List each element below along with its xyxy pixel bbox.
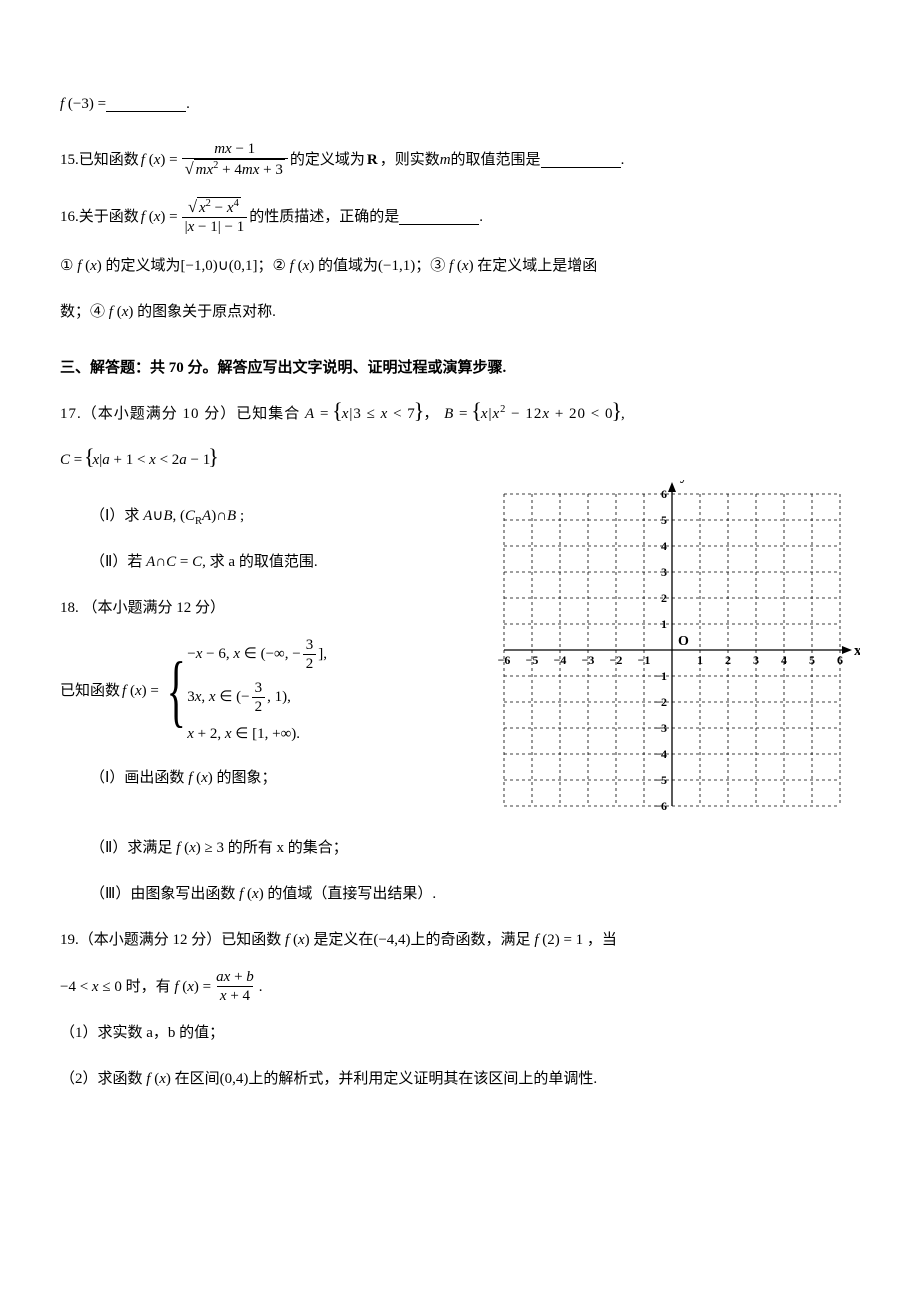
svg-text:5: 5: [661, 513, 667, 527]
q16-lhs: f (x) =: [141, 199, 178, 235]
svg-text:5: 5: [809, 653, 815, 667]
q17-sub1: （Ⅰ）求 A∪B, (CRA)∩B ;: [60, 498, 474, 534]
svg-text:−2: −2: [654, 695, 667, 709]
q19-line2-tail: .: [259, 969, 263, 1005]
q16-sqrt: x2 − x4: [188, 197, 241, 217]
q15-lhs: f (x) =: [141, 142, 178, 178]
q16-opts-2: 数；④ f (x) 的图象关于原点对称.: [60, 294, 860, 330]
q15-R: R: [367, 142, 378, 178]
q18-sub3: （Ⅲ）由图象写出函数 f (x) 的值域（直接写出结果）.: [60, 876, 860, 912]
svg-text:6: 6: [837, 653, 843, 667]
svg-text:−4: −4: [654, 747, 667, 761]
q15-blank: [541, 152, 621, 168]
q15-tail: .: [621, 142, 625, 178]
q19-frac: ax + b x + 4: [213, 968, 257, 1005]
svg-text:4: 4: [661, 539, 667, 553]
q17-q18-row: （Ⅰ）求 A∪B, (CRA)∩B ; （Ⅱ）若 A∩C = C, 求 a 的取…: [60, 488, 860, 820]
q14-dot: .: [186, 86, 190, 122]
q18-prefix: 已知函数: [60, 682, 120, 700]
q19-num: ax + b: [213, 968, 257, 986]
q18-pw-rows: −x − 6, x ∈ (−∞, −32], 3x, x ∈ (−32, 1),…: [187, 636, 327, 746]
q15-sqrt: mx2 + 4mx + 3: [185, 159, 285, 179]
q18-piecewise: { −x − 6, x ∈ (−∞, −32], 3x, x ∈ (−32, 1…: [161, 636, 327, 746]
q17-sub2: （Ⅱ）若 A∩C = C, 求 a 的取值范围.: [60, 544, 474, 580]
q16-blank: [399, 209, 479, 225]
q14-tail: f (−3) = .: [60, 86, 860, 122]
q16-mid: 的性质描述，正确的是: [249, 199, 399, 235]
svg-text:y: y: [680, 480, 688, 484]
q14-blank: [106, 96, 186, 112]
svg-text:−3: −3: [582, 653, 595, 667]
q18-sub1: （Ⅰ）画出函数 f (x) 的图象；: [60, 760, 474, 796]
piecewise-brace-icon: {: [166, 659, 185, 723]
svg-text:−6: −6: [498, 653, 511, 667]
q19-line2-prefix: −4 < x ≤ 0 时，有 f (x) =: [60, 969, 211, 1005]
svg-text:3: 3: [753, 653, 759, 667]
q16-opts-1: ① f (x) 的定义域为[−1,0)∪(0,1]；② f (x) 的值域为(−…: [60, 248, 860, 284]
q19-sub2: （2）求函数 f (x) 在区间(0,4)上的解析式，并利用定义证明其在该区间上…: [60, 1061, 860, 1097]
svg-text:−1: −1: [638, 653, 651, 667]
q16-tail: .: [479, 199, 483, 235]
svg-text:3: 3: [661, 565, 667, 579]
q16-frac: x2 − x4 |x − 1| − 1: [182, 197, 248, 236]
svg-text:x: x: [854, 643, 860, 659]
svg-text:−6: −6: [654, 799, 667, 813]
svg-text:1: 1: [661, 617, 667, 631]
q18-sub2: （Ⅱ）求满足 f (x) ≥ 3 的所有 x 的集合；: [60, 830, 860, 866]
q17-line2: C = {x|a + 1 < x < 2a − 1}: [60, 442, 860, 478]
q16-prefix: 16.关于函数: [60, 199, 139, 235]
q18-head: 18. （本小题满分 12 分）: [60, 590, 474, 626]
q15-den: mx2 + 4mx + 3: [182, 158, 288, 179]
q16-rad: x2 − x4: [197, 197, 241, 217]
q15-prefix: 15.已知函数: [60, 142, 139, 178]
q18-row3: x + 2, x ∈ [1, +∞).: [187, 722, 327, 746]
q15: 15.已知函数 f (x) = mx − 1 mx2 + 4mx + 3 的定义…: [60, 140, 860, 179]
q15-mid1: 的定义域为: [290, 142, 365, 178]
svg-text:1: 1: [697, 653, 703, 667]
q18-row2: 3x, x ∈ (−32, 1),: [187, 679, 327, 716]
svg-text:−4: −4: [554, 653, 567, 667]
q15-m: m: [440, 142, 451, 178]
q18-def: 已知函数 f (x) = { −x − 6, x ∈ (−∞, −32], 3x…: [60, 636, 474, 746]
svg-text:2: 2: [661, 591, 667, 605]
svg-text:2: 2: [725, 653, 731, 667]
q15-num: mx − 1: [211, 140, 258, 158]
coordinate-grid: −6 −5 −4 −3 −2 −1 1 2 3 4 5 6 1 2 3 4 5 6 −1 −2 −3 −4 −5 −6 Oy x: [490, 480, 860, 820]
q14-lhs: f (−3) =: [60, 86, 106, 122]
q18-lhs: f (x) =: [122, 682, 159, 700]
q17-line1: 17.（本小题满分 10 分）已知集合 A = {x|3 ≤ x < 7}， B…: [60, 396, 860, 432]
svg-text:−3: −3: [654, 721, 667, 735]
q15-rad: mx2 + 4mx + 3: [194, 159, 285, 179]
svg-text:−5: −5: [654, 773, 667, 787]
svg-text:−2: −2: [610, 653, 623, 667]
q16: 16.关于函数 f (x) = x2 − x4 |x − 1| − 1 的性质描…: [60, 197, 860, 236]
svg-text:4: 4: [781, 653, 787, 667]
q19-sub1: （1）求实数 a，b 的值；: [60, 1015, 860, 1051]
q16-den: |x − 1| − 1: [182, 217, 248, 236]
svg-text:−1: −1: [654, 669, 667, 683]
q15-mid2: ，则实数: [380, 142, 440, 178]
q19-den: x + 4: [217, 986, 253, 1005]
section-3-head: 三、解答题：共 70 分。解答应写出文字说明、证明过程或演算步骤.: [60, 350, 860, 386]
q15-frac: mx − 1 mx2 + 4mx + 3: [182, 140, 288, 179]
svg-text:O: O: [678, 634, 689, 649]
q15-mid3: 的取值范围是: [451, 142, 541, 178]
q16-num: x2 − x4: [185, 197, 244, 217]
svg-text:6: 6: [661, 487, 667, 501]
q19-line1: 19.（本小题满分 12 分）已知函数 f (x) 是定义在(−4,4)上的奇函…: [60, 922, 860, 958]
q18-row1: −x − 6, x ∈ (−∞, −32],: [187, 636, 327, 673]
svg-text:−5: −5: [526, 653, 539, 667]
q19-line2: −4 < x ≤ 0 时，有 f (x) = ax + b x + 4 .: [60, 968, 860, 1005]
